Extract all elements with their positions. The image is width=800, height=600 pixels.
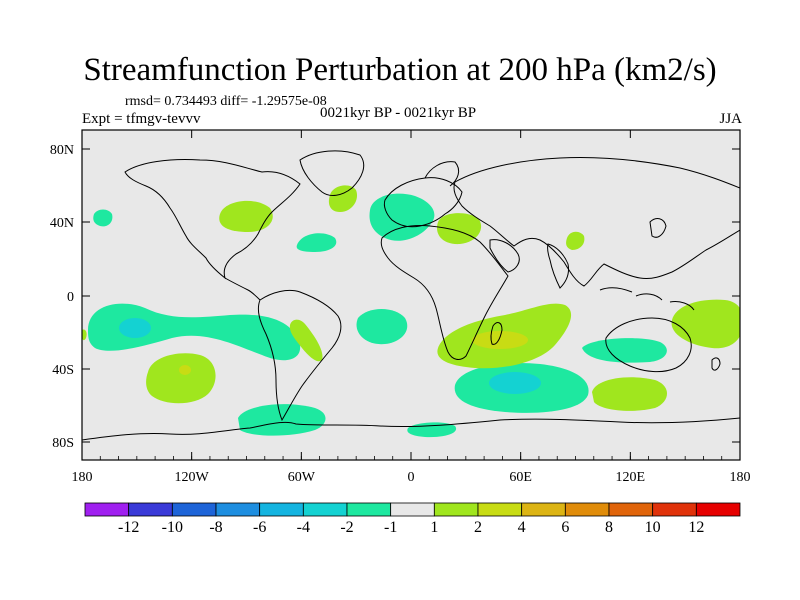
season-label: JJA (719, 111, 742, 127)
lon-tick-label: 60W (288, 470, 316, 485)
lat-tick-label: 80S (52, 436, 74, 451)
contour-region-negative (582, 338, 667, 363)
longitude-axis: 180 120W 60W 0 60E 120E 180 (72, 130, 751, 485)
colorbar-swatch (171, 502, 217, 517)
colorbar-swatch (521, 502, 566, 517)
lon-tick-label: 120E (616, 470, 646, 485)
contour-fill-layer (82, 150, 740, 441)
latitude-axis: 80N 40N 0 40S 80S (50, 143, 740, 451)
coastline-arabia (489, 239, 520, 273)
lat-tick-label: 80N (50, 143, 74, 158)
contour-core-negative (489, 372, 541, 394)
coastline-madagascar (490, 322, 503, 345)
lat-tick-label: 0 (67, 290, 74, 305)
colorbar-swatch (128, 502, 173, 517)
experiment-label: Expt = tfmgv-tevvv (82, 111, 201, 127)
contour-core-negative (119, 318, 151, 338)
colorbar-label: 10 (645, 519, 661, 536)
colorbar-swatch (477, 502, 523, 517)
lat-tick-label: 40N (50, 216, 74, 231)
contour-region-positive (289, 319, 323, 362)
colorbar-swatch (84, 502, 130, 517)
colorbar (84, 502, 741, 517)
contour-region-positive (146, 353, 216, 404)
contour-region-negative (296, 233, 337, 252)
colorbar-label: -4 (297, 519, 310, 536)
colorbar-labels: -12 -10 -8 -6 -4 -2 -1 1 2 4 6 8 10 12 (118, 519, 704, 536)
coastline-japan (649, 218, 667, 238)
coastline-india (547, 243, 569, 289)
colorbar-swatch (346, 502, 392, 517)
lon-tick-label: 60E (509, 470, 532, 485)
colorbar-swatch (302, 502, 348, 517)
contour-region-positive (592, 377, 668, 411)
colorbar-label: 6 (561, 519, 569, 536)
coastline-central-america (224, 277, 261, 301)
colorbar-label: -1 (384, 519, 397, 536)
colorbar-label: -8 (209, 519, 222, 536)
colorbar-label: 4 (518, 519, 526, 536)
contour-region-positive (328, 185, 358, 212)
colorbar-swatch (433, 502, 479, 517)
coastline-indonesia (599, 287, 695, 311)
colorbar-label: 2 (474, 519, 482, 536)
colorbar-label: 1 (430, 519, 438, 536)
lon-tick-label: 180 (72, 470, 93, 485)
coastline-south-america (257, 289, 342, 422)
coastline-greenland (299, 150, 365, 196)
lon-tick-label: 0 (408, 470, 415, 485)
contour-region-positive (219, 200, 273, 232)
colorbar-swatch (652, 502, 697, 517)
plot-title: Streamfunction Perturbation at 200 hPa (… (83, 52, 717, 88)
contour-region-negative (369, 193, 435, 241)
colorbar-label: 12 (688, 519, 704, 536)
contour-core-positive (179, 365, 191, 375)
colorbar-swatch (215, 502, 261, 517)
colorbar-swatch (259, 502, 304, 517)
coastline-australia (605, 317, 692, 373)
coastline-new-zealand (711, 357, 721, 371)
colorbar-label: -6 (253, 519, 266, 536)
contour-core-positive (472, 331, 528, 349)
period-label: 0021kyr BP - 0021kyr BP (320, 105, 477, 121)
contour-region-positive (82, 329, 87, 341)
contour-region-negative (93, 209, 113, 227)
coastlines (82, 150, 740, 441)
colorbar-swatch (390, 502, 435, 517)
contour-region-positive (436, 213, 482, 245)
colorbar-swatch (564, 502, 610, 517)
contour-region-positive (566, 231, 585, 250)
contour-region-negative (356, 309, 408, 345)
lon-tick-label: 180 (730, 470, 751, 485)
coastline-north-america (124, 159, 301, 280)
colorbar-label: -12 (118, 519, 139, 536)
coastline-scandinavia (424, 161, 460, 187)
colorbar-swatch (695, 502, 741, 517)
stats-text: rmsd= 0.734493 diff= -1.29575e-08 (125, 94, 327, 109)
coastline-antarctica (82, 417, 740, 441)
lat-tick-label: 40S (52, 363, 74, 378)
map-background (82, 130, 740, 460)
coastline-asia (453, 156, 740, 287)
colorbar-label: -10 (162, 519, 183, 536)
colorbar-label: 8 (605, 519, 613, 536)
coastline-africa (380, 225, 509, 360)
lon-tick-label: 120W (175, 470, 210, 485)
colorbar-swatch (608, 502, 654, 517)
colorbar-label: -2 (340, 519, 353, 536)
contour-region-negative (88, 303, 301, 361)
